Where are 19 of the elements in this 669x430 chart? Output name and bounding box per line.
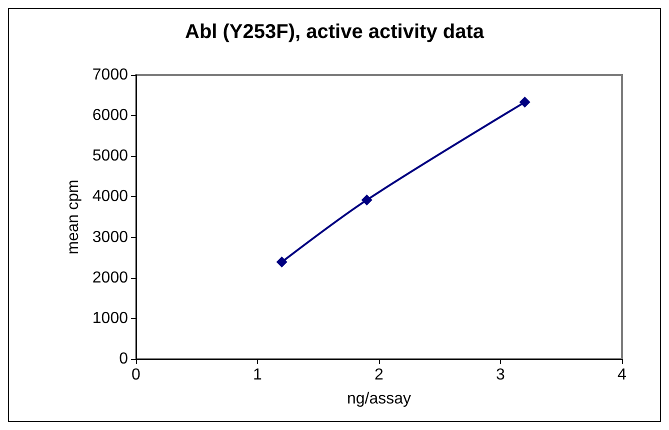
- x-tick-label: 2: [374, 366, 384, 384]
- y-tick-label: 1000: [92, 310, 128, 327]
- y-tick-label: 2000: [92, 269, 128, 286]
- y-tick-label: 3000: [92, 228, 128, 246]
- x-tick-label: 1: [253, 366, 262, 384]
- x-tick-label: 0: [132, 366, 141, 384]
- point: [276, 256, 288, 268]
- x-axis-title: ng/assay: [346, 390, 412, 408]
- x-tick-label: 4: [618, 366, 627, 384]
- y-tick-label: 5000: [92, 148, 128, 165]
- y-tick-label: 6000: [92, 107, 128, 124]
- point: [361, 194, 372, 206]
- y-tick-label: 0: [119, 350, 128, 368]
- y-axis-title: mean cpm: [65, 180, 82, 254]
- chart-title: Abl (Y253F), active activity data: [184, 21, 485, 43]
- point: [519, 96, 530, 108]
- y-tick-label: 4000: [92, 188, 128, 206]
- x-tick-label: 3: [496, 366, 506, 384]
- y-tick-label: 7000: [92, 66, 128, 84]
